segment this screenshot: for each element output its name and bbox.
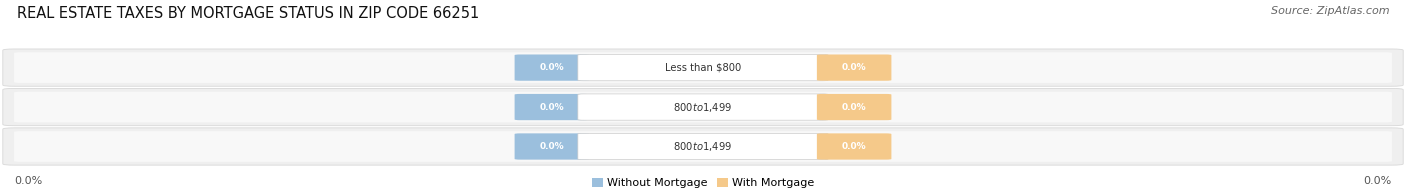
FancyBboxPatch shape: [14, 52, 1392, 83]
FancyBboxPatch shape: [578, 94, 828, 120]
FancyBboxPatch shape: [515, 54, 589, 81]
FancyBboxPatch shape: [515, 94, 589, 120]
Text: 0.0%: 0.0%: [540, 142, 564, 151]
Text: 0.0%: 0.0%: [540, 103, 564, 112]
Text: $800 to $1,499: $800 to $1,499: [673, 101, 733, 113]
FancyBboxPatch shape: [817, 94, 891, 120]
Text: Less than $800: Less than $800: [665, 63, 741, 73]
FancyBboxPatch shape: [3, 49, 1403, 86]
Text: 0.0%: 0.0%: [842, 103, 866, 112]
FancyBboxPatch shape: [817, 54, 891, 81]
FancyBboxPatch shape: [578, 133, 828, 160]
Text: 0.0%: 0.0%: [540, 63, 564, 72]
Text: $800 to $1,499: $800 to $1,499: [673, 140, 733, 153]
FancyBboxPatch shape: [578, 54, 828, 81]
Text: 0.0%: 0.0%: [14, 176, 42, 186]
FancyBboxPatch shape: [3, 128, 1403, 165]
FancyBboxPatch shape: [14, 131, 1392, 162]
Text: 0.0%: 0.0%: [842, 142, 866, 151]
Text: REAL ESTATE TAXES BY MORTGAGE STATUS IN ZIP CODE 66251: REAL ESTATE TAXES BY MORTGAGE STATUS IN …: [17, 6, 479, 21]
Text: 0.0%: 0.0%: [842, 63, 866, 72]
FancyBboxPatch shape: [3, 88, 1403, 126]
FancyBboxPatch shape: [817, 133, 891, 160]
FancyBboxPatch shape: [515, 133, 589, 160]
Legend: Without Mortgage, With Mortgage: Without Mortgage, With Mortgage: [588, 174, 818, 193]
Text: Source: ZipAtlas.com: Source: ZipAtlas.com: [1271, 6, 1389, 16]
Text: 0.0%: 0.0%: [1364, 176, 1392, 186]
FancyBboxPatch shape: [14, 92, 1392, 122]
